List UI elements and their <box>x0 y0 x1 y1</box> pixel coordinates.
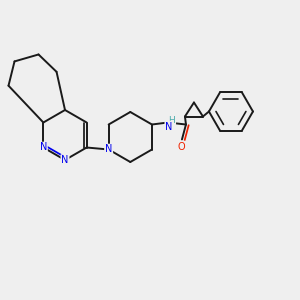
Text: H: H <box>169 116 175 125</box>
Text: N: N <box>40 142 47 152</box>
Text: N: N <box>105 145 112 154</box>
Text: N: N <box>165 122 172 131</box>
Text: O: O <box>177 142 185 152</box>
Text: N: N <box>61 155 69 165</box>
